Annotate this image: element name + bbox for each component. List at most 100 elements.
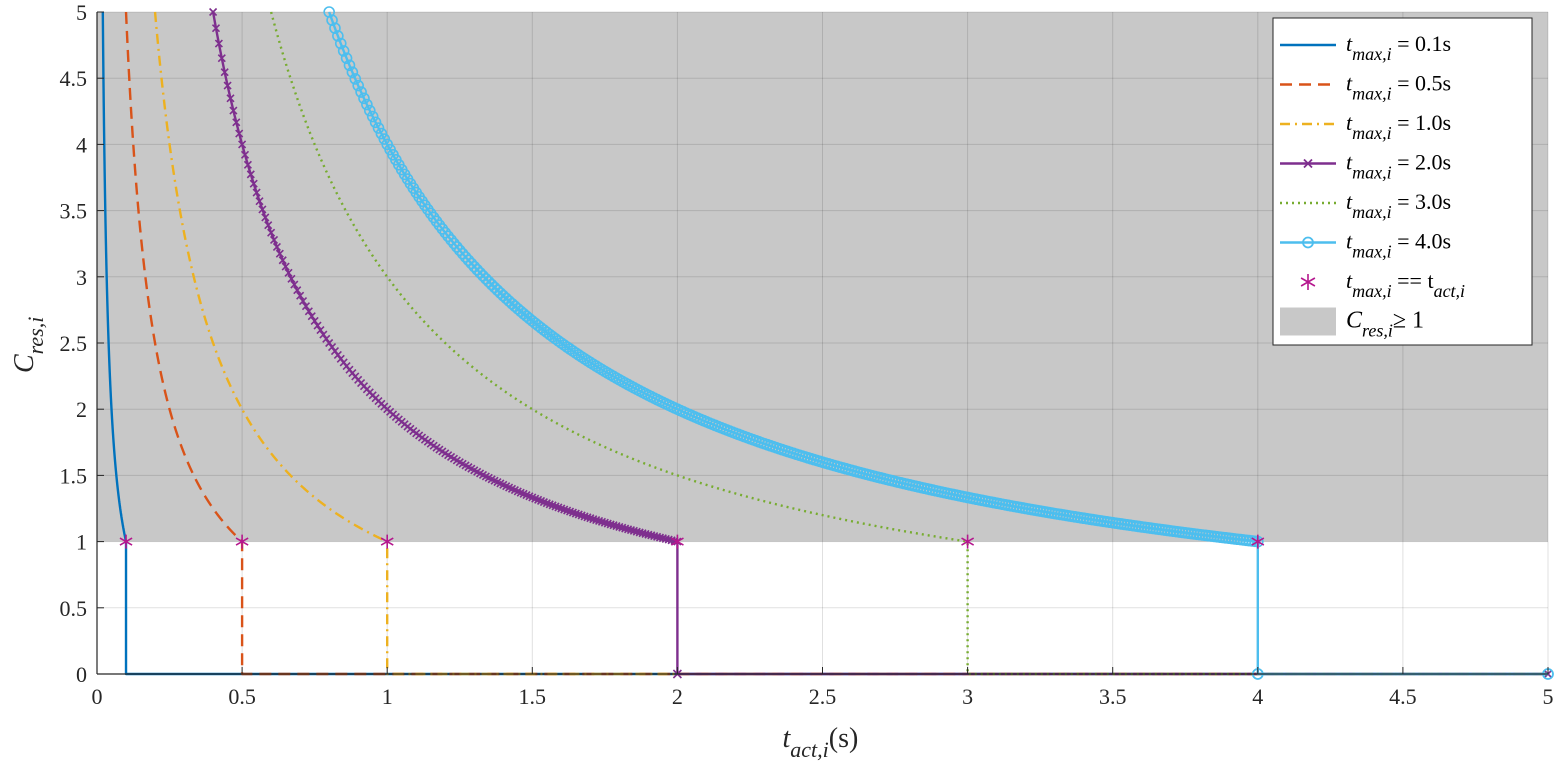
series-marker-x (278, 256, 287, 265)
series-marker-x (232, 118, 241, 127)
legend-marker-o (1302, 236, 1314, 249)
x-tick-label: 5 (1543, 684, 1554, 709)
y-tick-label: 1 (76, 530, 87, 555)
series-marker-o (334, 37, 347, 50)
legend: tmax,i = 0.1s tmax,i = 0.5s tmax,i = 1.0s t… (1272, 17, 1533, 346)
series-marker-x (319, 330, 328, 339)
series-marker-x (246, 170, 255, 179)
series-marker-o (375, 127, 388, 140)
series-6 (323, 6, 1554, 680)
series-marker-x (293, 286, 302, 295)
series-marker-o (346, 66, 359, 78)
series-marker-o (564, 343, 576, 355)
series-marker-o (445, 234, 457, 246)
legend-label-4: tmax,i = 2.0s (1346, 150, 1451, 183)
series-marker-o (456, 247, 469, 260)
series-marker-x (264, 221, 273, 230)
series-marker-o (448, 237, 460, 250)
series-marker-o (459, 251, 472, 263)
series-marker-x (322, 334, 331, 343)
legend-asterisk-marker (1300, 274, 1316, 290)
series-marker-x (226, 94, 235, 103)
series-marker-o (358, 92, 370, 105)
legend-shade-swatch (1280, 307, 1336, 336)
legend-label-3: tmax,i = 1.0s (1346, 110, 1451, 143)
series-marker-x (313, 321, 322, 330)
x-tick-label: 1.5 (519, 684, 547, 709)
series-marker-o (480, 272, 492, 285)
series-marker-o (555, 337, 568, 349)
series-line-1 (101, 11, 1548, 676)
series-marker-x (211, 24, 221, 33)
series-marker-o (363, 104, 376, 117)
series-marker-o (340, 52, 353, 64)
series-2 (124, 11, 1548, 676)
series-marker-o (558, 339, 571, 351)
x-tick-label: 3 (962, 684, 973, 709)
series-marker-o (462, 254, 475, 267)
y-axis-label: Cres,i (9, 317, 48, 373)
y-tick-label: 2 (76, 397, 87, 422)
series-marker-x (238, 140, 247, 149)
series-marker-x (310, 316, 319, 325)
series-marker-x (240, 150, 250, 159)
x-tick-label: 0 (92, 684, 103, 709)
series-marker-x (301, 302, 311, 311)
series-marker-o (477, 270, 489, 282)
series-marker-x (220, 68, 229, 77)
series-marker-x (214, 39, 223, 48)
series-marker-o (361, 98, 373, 111)
series-line-2 (124, 11, 1548, 676)
y-tick-label: 5 (76, 0, 87, 25)
series-marker-x (298, 296, 308, 306)
series-marker-o (349, 73, 362, 85)
y-tick-label: 3 (76, 265, 87, 290)
series-marker-x (307, 312, 316, 321)
series-marker-x (304, 307, 313, 316)
x-tick-label: 2 (672, 684, 683, 709)
legend-marker-x (1303, 158, 1313, 169)
series-marker-x (316, 326, 325, 335)
series-marker-o (561, 341, 573, 353)
legend-label-1: tmax,i = 0.1s (1346, 31, 1451, 64)
legend-label-6: tmax,i = 4.0s (1346, 229, 1451, 262)
series-marker-x (281, 262, 290, 271)
legend-label-2: tmax,i = 0.5s (1346, 71, 1451, 104)
series-marker-o (355, 86, 367, 98)
series-marker-x (290, 280, 299, 289)
series-marker-x (325, 338, 334, 348)
x-tick-label: 4.5 (1389, 684, 1417, 709)
series-marker-o (471, 263, 483, 276)
series-5 (269, 11, 1548, 676)
series-marker-x (269, 235, 279, 244)
series-marker-o (352, 79, 364, 92)
equal-point-marker (235, 534, 249, 549)
series-marker-x (284, 268, 293, 277)
x-tick-label: 2.5 (809, 684, 837, 709)
y-tick-label: 0 (76, 662, 87, 687)
series-line-5 (269, 11, 1548, 676)
series-4 (209, 7, 1553, 679)
legend-label-equal: tmax,i == tact,i (1346, 268, 1465, 301)
series-marker-x (252, 188, 261, 197)
x-tick-label: 3.5 (1099, 684, 1127, 709)
y-tick-label: 2.5 (60, 331, 88, 356)
series-marker-o (442, 230, 454, 243)
series-marker-o (372, 122, 385, 134)
y-tick-label: 4.5 (60, 66, 88, 91)
y-tick-label: 4 (76, 132, 87, 157)
series-marker-x (217, 54, 226, 63)
x-tick-label: 4 (1252, 684, 1263, 709)
series-marker-o (332, 30, 344, 42)
series-marker-o (369, 116, 382, 129)
series-marker-o (326, 14, 338, 26)
series-marker-o (474, 266, 486, 279)
x-tick-label: 0.5 (228, 684, 256, 709)
series-marker-o (451, 241, 463, 253)
series-marker-x (272, 242, 281, 251)
legend-box (1272, 17, 1533, 346)
series-marker-o (439, 226, 452, 239)
series-marker-o (343, 59, 356, 72)
series-layer (101, 6, 1554, 680)
